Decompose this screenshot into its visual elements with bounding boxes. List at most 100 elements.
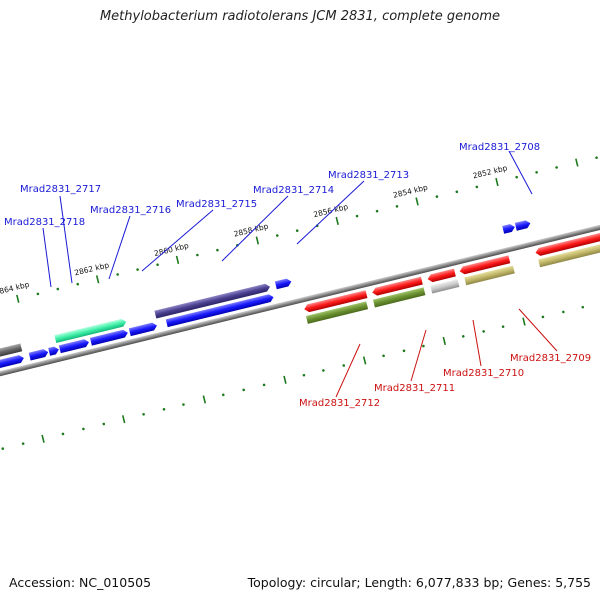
scale-tick xyxy=(335,216,339,226)
scale-tick xyxy=(202,395,207,404)
scale-dot xyxy=(1,447,5,450)
scale-tick xyxy=(255,236,260,245)
gene-feature xyxy=(48,346,59,356)
gene-feature xyxy=(430,279,460,294)
scale-dot xyxy=(156,263,159,267)
reverse-strand-outer xyxy=(304,230,600,313)
scale-dot xyxy=(76,282,80,286)
scale-dot xyxy=(221,393,225,397)
forward-strand-outer xyxy=(0,220,531,363)
scale-dot xyxy=(595,156,598,160)
leader-line xyxy=(296,180,365,245)
leader-line xyxy=(141,209,214,272)
scale-dot xyxy=(116,273,119,276)
scale-dot xyxy=(56,287,60,291)
scale-tick xyxy=(575,158,579,167)
scale-dot xyxy=(475,185,479,189)
gene-label: Mrad2831_2709 xyxy=(510,353,591,364)
gene-label: Mrad2831_2715 xyxy=(176,199,257,210)
gene-feature xyxy=(372,276,423,296)
leader-line xyxy=(518,308,558,352)
gene-label: Mrad2831_2710 xyxy=(443,368,524,379)
leader-line xyxy=(410,329,427,382)
scale-dot xyxy=(562,310,565,314)
scale-tick xyxy=(283,375,287,384)
gene-feature xyxy=(165,294,274,328)
scale-tick xyxy=(95,275,100,284)
scale-dot xyxy=(555,166,558,169)
gene-label: Mrad2831_2713 xyxy=(328,170,409,181)
scale-dot xyxy=(342,364,346,367)
scale-dot xyxy=(435,195,439,198)
scale-dot xyxy=(395,205,399,208)
scale-tick xyxy=(495,177,499,187)
scale-dot xyxy=(355,214,359,218)
scale-label: 2858 kbp xyxy=(233,221,270,238)
leader-line xyxy=(508,150,533,195)
leader-line xyxy=(472,319,482,367)
scale-dot xyxy=(242,388,245,392)
leader-line xyxy=(221,195,289,262)
gene-feature xyxy=(464,265,515,286)
scale-dot xyxy=(196,253,199,257)
scale-dot xyxy=(275,234,279,237)
scale-label: 2856 kbp xyxy=(312,202,349,219)
scale-tick xyxy=(442,336,447,346)
scale-dot xyxy=(21,442,25,445)
gene-feature xyxy=(459,255,511,275)
scale-dot xyxy=(136,268,139,271)
gene-label: Mrad2831_2716 xyxy=(90,205,171,216)
gene-feature xyxy=(538,240,600,268)
leader-line xyxy=(59,195,73,284)
gene-feature xyxy=(373,287,426,308)
scale-tick xyxy=(522,317,526,326)
gene-feature xyxy=(0,343,23,363)
scale-label: 2854 kbp xyxy=(392,183,429,200)
scale-dot xyxy=(162,408,166,411)
gene-label: Mrad2831_2711 xyxy=(374,383,455,394)
scale-tick xyxy=(16,294,20,303)
scale-dot xyxy=(262,383,266,387)
scale-dot xyxy=(535,171,538,174)
scale-tick xyxy=(175,255,180,264)
gene-feature xyxy=(154,283,271,319)
scale-dot xyxy=(182,403,185,406)
gene-feature xyxy=(89,329,128,346)
scale-dot xyxy=(581,305,585,309)
gene-feature xyxy=(54,318,127,343)
scale-dot xyxy=(322,369,325,372)
gene-label: Mrad2831_2712 xyxy=(299,398,380,409)
scale-dot xyxy=(541,315,545,319)
leader-line xyxy=(108,215,131,280)
scale-dot xyxy=(375,209,379,213)
scale-dot xyxy=(482,330,485,333)
scale-label: 2864 kbp xyxy=(0,280,31,297)
scale-dot xyxy=(142,412,145,416)
scale-dot xyxy=(102,422,106,426)
scale-dot xyxy=(422,344,425,348)
genome-backbone xyxy=(0,179,600,422)
scale-dot xyxy=(382,354,385,358)
scale-tick xyxy=(362,356,367,365)
gene-label: Mrad2831_2717 xyxy=(20,184,101,195)
accession-label: Accession: NC_010505 xyxy=(9,575,152,590)
gene-feature xyxy=(274,278,292,290)
scale-dot xyxy=(61,432,65,436)
scale-tick xyxy=(41,434,45,443)
scale-dot xyxy=(402,349,406,353)
scale-dot xyxy=(82,427,85,431)
inner-scale-track xyxy=(1,305,585,450)
leader-line xyxy=(42,227,52,288)
leader-lines xyxy=(42,150,558,398)
scale-tick xyxy=(121,415,126,424)
gene-feature xyxy=(305,301,369,324)
map-title: Methylobacterium radiotolerans JCM 2831,… xyxy=(99,9,501,24)
gene-label: Mrad2831_2718 xyxy=(4,217,85,228)
forward-strand-inner xyxy=(0,294,274,371)
scale-dot xyxy=(515,175,518,179)
scale-dot xyxy=(216,248,219,252)
gene-feature xyxy=(0,355,24,371)
gene-label: Mrad2831_2708 xyxy=(459,142,540,153)
